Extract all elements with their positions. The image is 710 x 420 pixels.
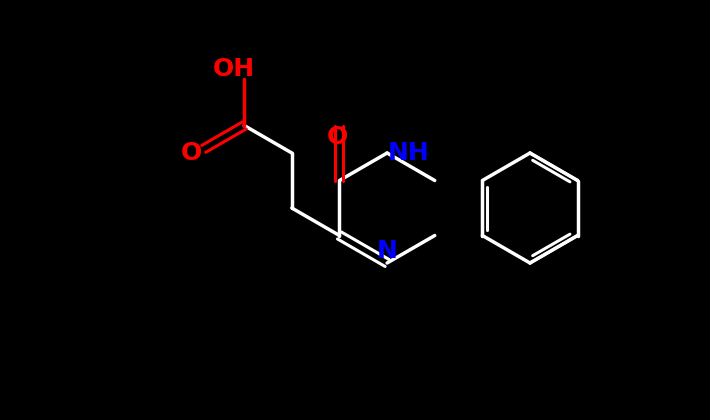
Text: OH: OH: [213, 57, 256, 81]
Text: O: O: [327, 126, 348, 150]
Text: NH: NH: [388, 141, 430, 165]
Text: O: O: [181, 141, 202, 165]
Text: N: N: [377, 239, 398, 263]
